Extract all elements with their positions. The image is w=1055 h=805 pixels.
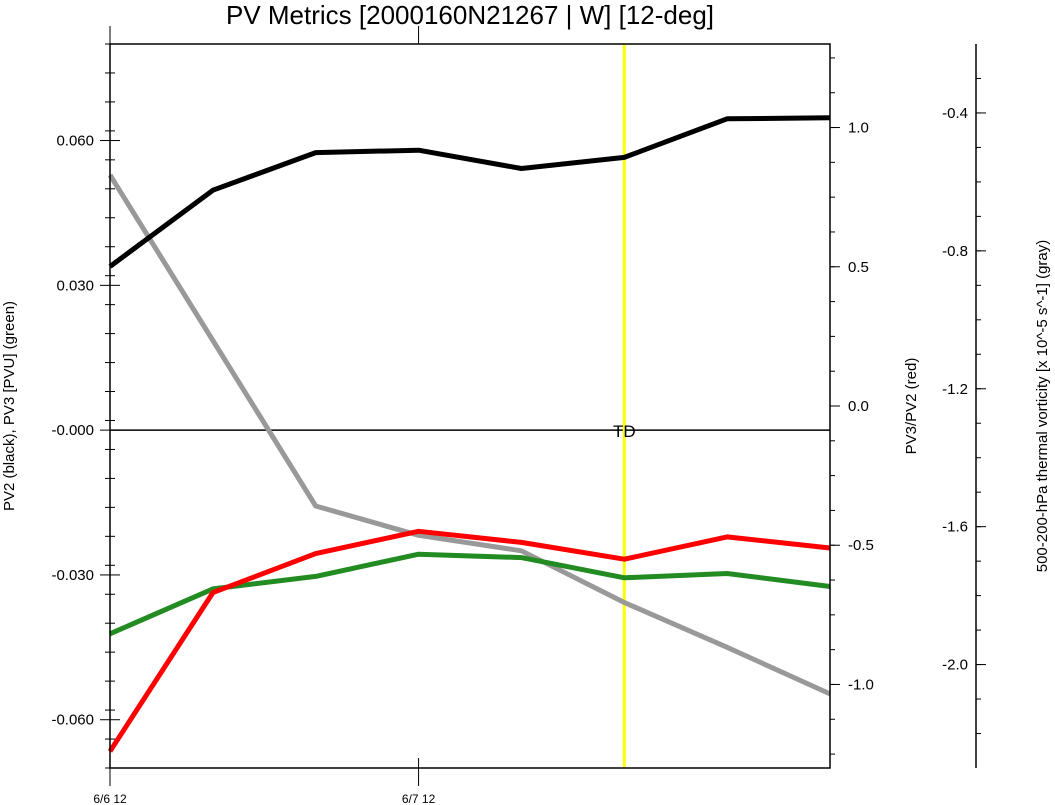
chart-title: PV Metrics [2000160N21267 | W] [12-deg] (226, 0, 714, 30)
plot-frame (109, 43, 831, 769)
left-tick-label: 0.060 (56, 133, 94, 150)
right-tick-label: -0.5 (848, 537, 874, 554)
far-right-tick-label: -0.4 (942, 105, 968, 122)
right-tick-label: 0.0 (848, 398, 869, 415)
x-tick-label: 6/7 12 (402, 792, 436, 805)
far-right-tick-label: -2.0 (942, 657, 968, 674)
x-tick-label: 6/6 12 (93, 792, 127, 805)
left-tick-label: -0.030 (51, 567, 94, 584)
series-line-pv3-pv2 (107, 528, 831, 753)
series-line-pv3 (109, 551, 831, 637)
far-right-tick-label: -1.6 (942, 519, 968, 536)
left-tick-label: -0.000 (51, 422, 94, 439)
axes-layer (100, 26, 986, 786)
td-marker-label: TD (613, 422, 636, 441)
right-tick-label: -1.0 (848, 676, 874, 693)
far-right-tick-label: -1.2 (942, 381, 968, 398)
right-axis-title: PV3/PV2 (red) (903, 358, 920, 455)
series-layer (107, 44, 832, 768)
labels-layer: 0.060 0.030 -0.000 -0.030 -0.060 1.0 0.5 0.0 -0.… (51, 105, 968, 805)
right-tick-label: 0.5 (848, 259, 869, 276)
right-tick-label: 1.0 (848, 120, 869, 137)
series-line-pv2 (108, 115, 831, 269)
far-right-axis-title: 500-200-hPa thermal vorticity [x 10^-5 s… (1034, 240, 1051, 573)
series-line-thermal-vorticity (107, 173, 832, 697)
left-axis-title: PV2 (black), PV3 [PVU] (green) (1, 301, 18, 511)
left-tick-label: 0.030 (56, 277, 94, 294)
left-tick-label: -0.060 (51, 712, 94, 729)
far-right-tick-label: -0.8 (942, 243, 968, 260)
